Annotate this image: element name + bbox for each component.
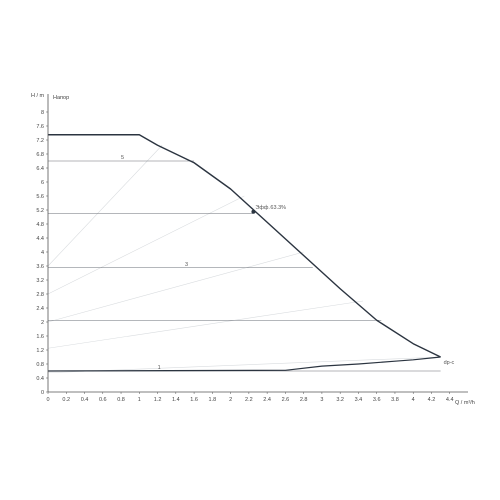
x-tick-label: 0.4 (81, 397, 89, 403)
x-tick-label: 0.6 (99, 397, 107, 403)
y-tick-label: 2.8 (36, 292, 44, 298)
y-tick-label: 4.4 (36, 236, 44, 242)
y-tick-label: 6 (41, 180, 44, 186)
x-tick-label: 4.2 (428, 397, 436, 403)
x-tick-label: 3.8 (391, 397, 399, 403)
curves (47, 134, 441, 372)
x-tick-label: 1.8 (209, 397, 217, 403)
x-tick-label: 3.6 (373, 397, 381, 403)
y-tick-label: 6.8 (36, 152, 44, 158)
speed-level-lines: 5 3 1 (48, 155, 441, 372)
max-curve (48, 134, 441, 358)
axes (47, 94, 468, 393)
x-tick-label: 3.4 (355, 397, 363, 403)
y-tick-label: 0.8 (36, 362, 44, 368)
level-line-label-5: 5 (121, 155, 124, 161)
y-tick-label: 0.4 (36, 376, 44, 382)
y-tick-label: 5.6 (36, 194, 44, 200)
x-tick-label: 0.8 (117, 397, 125, 403)
annotations: Эфф. 63.3% dp-c (251, 205, 455, 366)
x-tick-label: 1 (138, 397, 141, 403)
x-tick-label: 2.2 (245, 397, 253, 403)
y-tick-label: 6.4 (36, 166, 44, 172)
y-tick-label: 7.2 (36, 138, 44, 144)
x-tick-label: 2.8 (300, 397, 308, 403)
x-tick-label: 4 (412, 397, 415, 403)
y-tick-label: 1.6 (36, 334, 44, 340)
x-tick-label: 1.6 (190, 397, 198, 403)
x-tick-label: 2.4 (263, 397, 271, 403)
x-tick-label: 1.4 (172, 397, 180, 403)
efficiency-line-1 (47, 145, 163, 267)
y-tick-label: 8 (41, 110, 44, 116)
operating-point-marker (251, 209, 256, 214)
y-tick-label: 0 (41, 390, 44, 396)
y-tick-label: 7.6 (36, 124, 44, 130)
efficiency-lines (47, 145, 441, 374)
tick-labels: 0 0.2 0.4 0.6 0.8 1 1.2 1.4 1.6 1.8 2 2.2 2.4 2.6 2.8 3… (36, 110, 453, 403)
operating-point-value: 63.3% (270, 205, 286, 211)
y-tick-label: 5.2 (36, 208, 44, 214)
y-tick-label: 4 (41, 250, 44, 256)
efficiency-line-3 (47, 251, 304, 323)
operating-point-label: Эфф. (255, 205, 270, 211)
x-tick-label: 3 (320, 397, 323, 403)
level-line-label-1: 1 (158, 365, 161, 371)
x-tick-label: 2 (229, 397, 232, 403)
curve-end-label: dp-c (444, 360, 455, 366)
y-tick-label: 2 (41, 320, 44, 326)
level-line-label-3: 3 (185, 262, 188, 268)
y-tick-label: 2.4 (36, 306, 44, 312)
x-axis-label: Q / m³/h (455, 400, 475, 406)
efficiency-line-2 (47, 195, 245, 295)
y-axis-label: H / m (31, 93, 45, 99)
x-tick-label: 0 (46, 397, 49, 403)
x-tick-label: 1.2 (154, 397, 162, 403)
efficiency-line-4 (47, 300, 364, 349)
y-tick-label: 1.2 (36, 348, 44, 354)
series-title: Напор (53, 95, 69, 101)
x-tick-label: 2.6 (282, 397, 290, 403)
x-tick-label: 0.2 (62, 397, 70, 403)
y-tick-label: 3.2 (36, 278, 44, 284)
min-curve (47, 356, 441, 372)
x-tick-label: 4.4 (446, 397, 454, 403)
x-tick-label: 3.2 (336, 397, 344, 403)
y-tick-label: 3.6 (36, 264, 44, 270)
y-tick-label: 4.8 (36, 222, 44, 228)
efficiency-line-5 (47, 356, 441, 374)
